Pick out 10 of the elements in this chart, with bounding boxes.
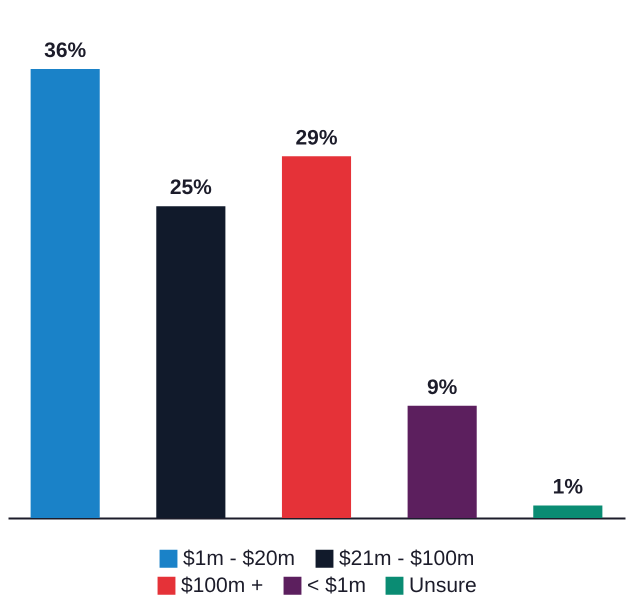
data-label: 9% (426, 376, 458, 399)
legend-label: Unsure (409, 574, 477, 597)
legend-label: < $1m (307, 574, 366, 597)
legend-label: $21m - $100m (339, 546, 474, 570)
legend-label: $100m + (181, 574, 264, 597)
data-label: 29% (295, 126, 338, 150)
data-label: 1% (552, 476, 584, 499)
legend-label: $1m - $20m (183, 546, 296, 570)
data-label: 36% (44, 39, 87, 62)
data-label: 25% (170, 176, 212, 200)
